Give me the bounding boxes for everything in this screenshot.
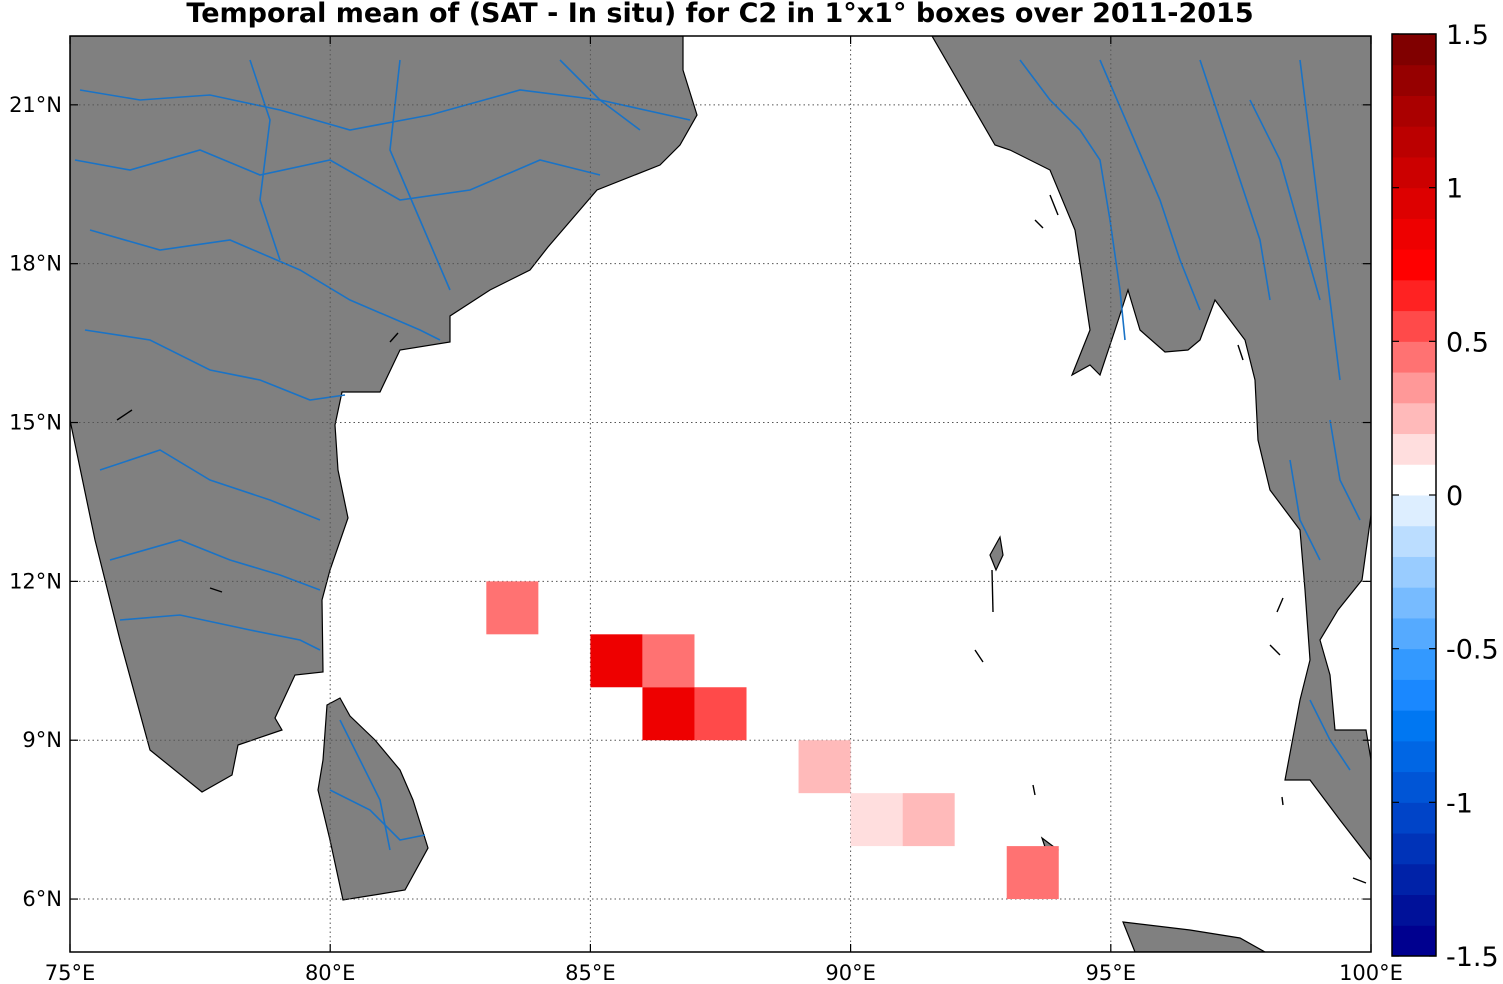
colorbar-segment (1392, 218, 1436, 250)
colorbar-segment (1392, 894, 1436, 926)
colorbar-segment (1392, 187, 1436, 219)
colorbar-tick-label: 0 (1446, 481, 1463, 512)
colorbar-tick-label: 1 (1446, 174, 1463, 205)
colorbar-segment (1392, 495, 1436, 527)
colorbar-segment (1392, 156, 1436, 189)
lat-tick-label: 18°N (9, 252, 62, 276)
colorbar-segment (1392, 617, 1436, 650)
land-layer (70, 36, 1371, 952)
colorbar-segment (1392, 279, 1436, 312)
colorbar-segment (1392, 740, 1436, 773)
colorbar-tick-label: -1 (1446, 788, 1473, 819)
data-cell (590, 634, 643, 688)
lon-tick-label: 80°E (305, 961, 356, 984)
lon-tick-label: 75°E (45, 961, 96, 984)
data-cell (642, 687, 695, 741)
chart-title: Temporal mean of (SAT - In situ) for C2 … (186, 0, 1254, 29)
lon-tick-label: 85°E (565, 961, 616, 984)
data-cell (798, 740, 851, 794)
lat-tick-label: 12°N (9, 569, 62, 593)
axis-ticks (69, 36, 1372, 952)
data-cell (694, 687, 747, 741)
colorbar-tick-label: 1.5 (1446, 20, 1489, 51)
colorbar-segment (1392, 372, 1436, 404)
colorbar (1392, 34, 1436, 957)
lat-tick-labels: 6°N 9°N 12°N 15°N 18°N 21°N (9, 93, 62, 911)
land-sumatra (1122, 921, 1267, 952)
colorbar-segment (1392, 402, 1436, 435)
colorbar-segment (1392, 710, 1436, 742)
colorbar-segment (1392, 802, 1436, 834)
colorbar-segment (1392, 587, 1436, 619)
land-sri-lanka (317, 697, 429, 901)
colorbar-segment (1392, 648, 1436, 680)
land-india (70, 36, 698, 793)
lat-tick-label: 15°N (9, 411, 62, 435)
river-layer (74, 59, 1361, 851)
colorbar-segment (1392, 925, 1436, 957)
colorbar-segment (1392, 64, 1436, 96)
colorbar-tick-label: -0.5 (1446, 635, 1499, 666)
lat-tick-label: 6°N (22, 887, 62, 911)
colorbar-segment (1392, 34, 1436, 66)
lon-tick-label: 90°E (825, 961, 876, 984)
lon-tick-labels: 75°E 80°E 85°E 90°E 95°E 100°E (45, 961, 1403, 984)
colorbar-segment (1392, 679, 1436, 711)
colorbar-segment (1392, 863, 1436, 896)
colorbar-segment (1392, 310, 1436, 342)
colorbar-tick-labels: 1.5 1 0.5 0 -0.5 -1 -1.5 (1392, 20, 1499, 973)
data-cells (486, 581, 1059, 900)
plot-frame (69, 35, 1372, 953)
land-andaman-island (989, 535, 1004, 572)
colorbar-segment (1392, 556, 1436, 588)
lon-tick-label: 100°E (1339, 961, 1403, 984)
colorbar-segment (1392, 771, 1436, 803)
colorbar-segment (1392, 341, 1436, 373)
colorbar-tick-label: -1.5 (1446, 942, 1499, 973)
colorbar-segment (1392, 249, 1436, 281)
lat-tick-label: 21°N (9, 93, 62, 117)
colorbar-segment (1392, 95, 1436, 127)
colorbar-segment (1392, 525, 1436, 557)
land-myanmar (931, 36, 1371, 861)
colorbar-segment (1392, 433, 1436, 465)
data-cell (486, 581, 539, 635)
colorbar-segment (1392, 464, 1436, 496)
colorbar-segment (1392, 833, 1436, 865)
lat-tick-label: 9°N (22, 728, 62, 752)
data-cell (642, 634, 695, 688)
coast-fragments (116, 194, 1367, 884)
gridlines (70, 36, 1371, 952)
data-cell (902, 793, 955, 847)
colorbar-segment (1392, 126, 1436, 158)
data-cell (850, 793, 903, 847)
lon-tick-label: 95°E (1086, 961, 1137, 984)
data-cell (1006, 846, 1059, 900)
colorbar-tick-label: 0.5 (1446, 327, 1489, 358)
